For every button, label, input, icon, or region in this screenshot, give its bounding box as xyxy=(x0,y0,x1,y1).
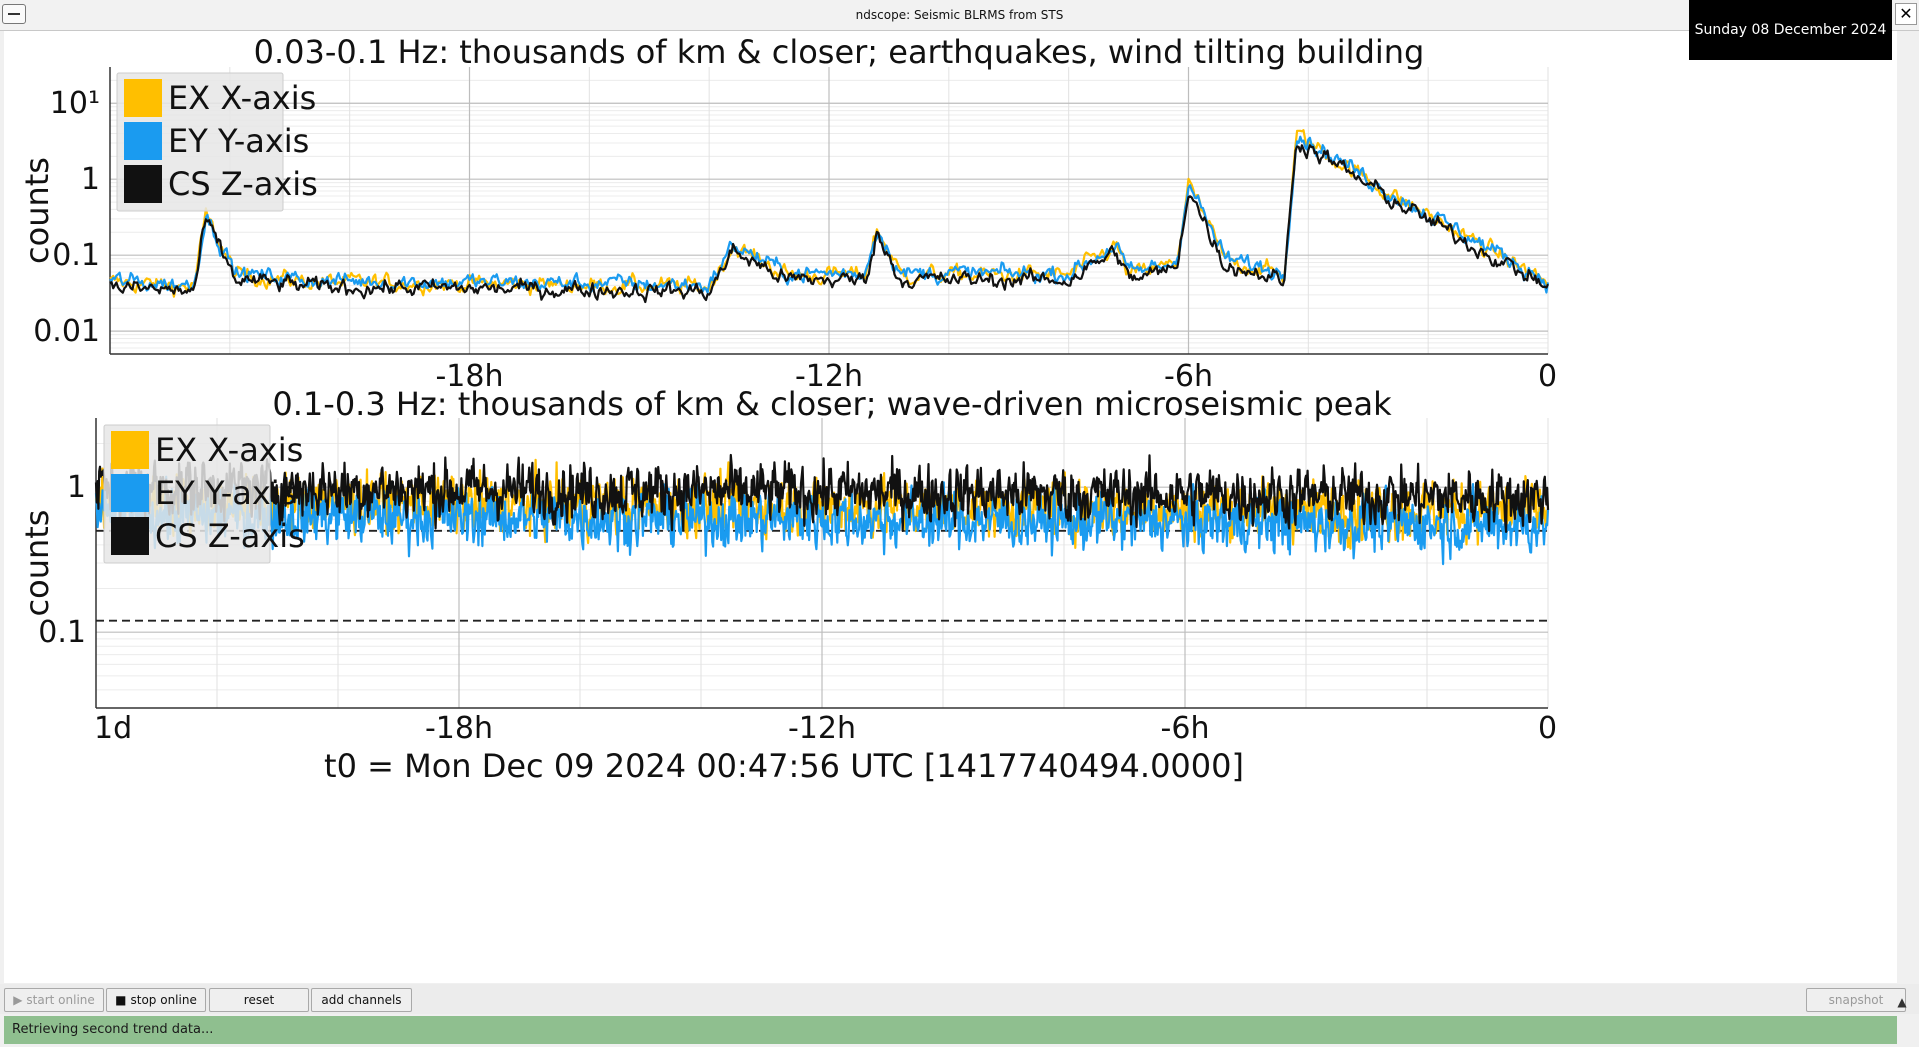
series-line-ey-y-axis xyxy=(109,135,1550,294)
t0-label: t0 = Mon Dec 09 2024 00:47:56 UTC [14177… xyxy=(324,747,1244,785)
window-menu-icon xyxy=(8,13,20,15)
title-bar: ndscope: Seismic BLRMS from STS ✕ xyxy=(0,0,1919,31)
legend-swatch xyxy=(124,79,162,117)
plots-canvas[interactable]: 0.03-0.1 Hz: thousands of km & closer; e… xyxy=(4,31,1897,983)
add-channels-button[interactable]: add channels xyxy=(311,988,412,1012)
x-tick-label: -6h xyxy=(1161,711,1210,746)
y-tick-label: 10¹ xyxy=(50,86,100,121)
legend-label: EX X-axis xyxy=(168,79,316,117)
legend-swatch xyxy=(124,122,162,160)
legend-label: CS Z-axis xyxy=(155,517,305,555)
snapshot-button[interactable]: snapshot xyxy=(1806,988,1906,1012)
y-tick-label: 0.1 xyxy=(38,615,86,650)
y-tick-label: 1 xyxy=(81,162,100,197)
x-tick-label: -12h xyxy=(795,359,863,394)
y-tick-label: 0.01 xyxy=(33,314,100,349)
y-axis-label: counts xyxy=(18,510,56,617)
legend-label: EY Y-axis xyxy=(168,122,309,160)
legend-swatch xyxy=(111,517,149,555)
plot-panel-1 xyxy=(109,67,1550,355)
stop-online-label: stop online xyxy=(130,993,197,1007)
x-tick-label: 0 xyxy=(1538,359,1557,394)
x-tick-label: -18h xyxy=(435,359,503,394)
reset-button[interactable]: reset xyxy=(209,988,309,1012)
series-line-ey-y-axis xyxy=(94,475,1550,566)
stop-icon: ■ xyxy=(115,993,127,1007)
y-tick-label: 1 xyxy=(67,470,86,505)
start-online-label: start online xyxy=(26,993,95,1007)
legend-swatch xyxy=(111,474,149,512)
series-line-cs-z-axis xyxy=(94,453,1550,533)
start-online-button[interactable]: ▶ start online xyxy=(4,988,104,1012)
legend-label: EY Y-axis xyxy=(155,474,296,512)
legend-swatch xyxy=(124,165,162,203)
window-menu-button[interactable] xyxy=(2,4,26,24)
plot-title-2: 0.1-0.3 Hz: thousands of km & closer; wa… xyxy=(272,385,1392,423)
legend-swatch xyxy=(111,431,149,469)
close-button[interactable]: ✕ xyxy=(1895,3,1917,25)
toolbar: ▶ start online ■ stop online reset add cha… xyxy=(0,984,1919,1014)
toolbar-scroll-up-icon[interactable]: ▲ xyxy=(1897,995,1907,1009)
legend-label: CS Z-axis xyxy=(168,165,318,203)
y-axis-label: counts xyxy=(18,157,56,264)
stop-online-button[interactable]: ■ stop online xyxy=(106,988,206,1012)
x-tick-label: 1d xyxy=(94,711,132,746)
plot-panel-2 xyxy=(94,418,1550,709)
window-title: ndscope: Seismic BLRMS from STS xyxy=(855,8,1064,22)
plot-title-1: 0.03-0.1 Hz: thousands of km & closer; e… xyxy=(254,33,1425,71)
x-tick-label: -18h xyxy=(425,711,493,746)
series-line-cs-z-axis xyxy=(109,144,1549,304)
x-tick-label: -12h xyxy=(788,711,856,746)
date-overlay: Sunday 08 December 2024 xyxy=(1689,0,1892,60)
y-tick-label: 0.1 xyxy=(52,238,100,273)
plot-area[interactable]: 0.03-0.1 Hz: thousands of km & closer; e… xyxy=(4,31,1897,983)
status-text: Retrieving second trend data... xyxy=(12,1022,214,1037)
x-tick-label: -6h xyxy=(1164,359,1213,394)
x-tick-label: 0 xyxy=(1538,711,1557,746)
status-bar: Retrieving second trend data... xyxy=(4,1016,1897,1044)
play-icon: ▶ xyxy=(13,993,23,1007)
legend-label: EX X-axis xyxy=(155,431,303,469)
